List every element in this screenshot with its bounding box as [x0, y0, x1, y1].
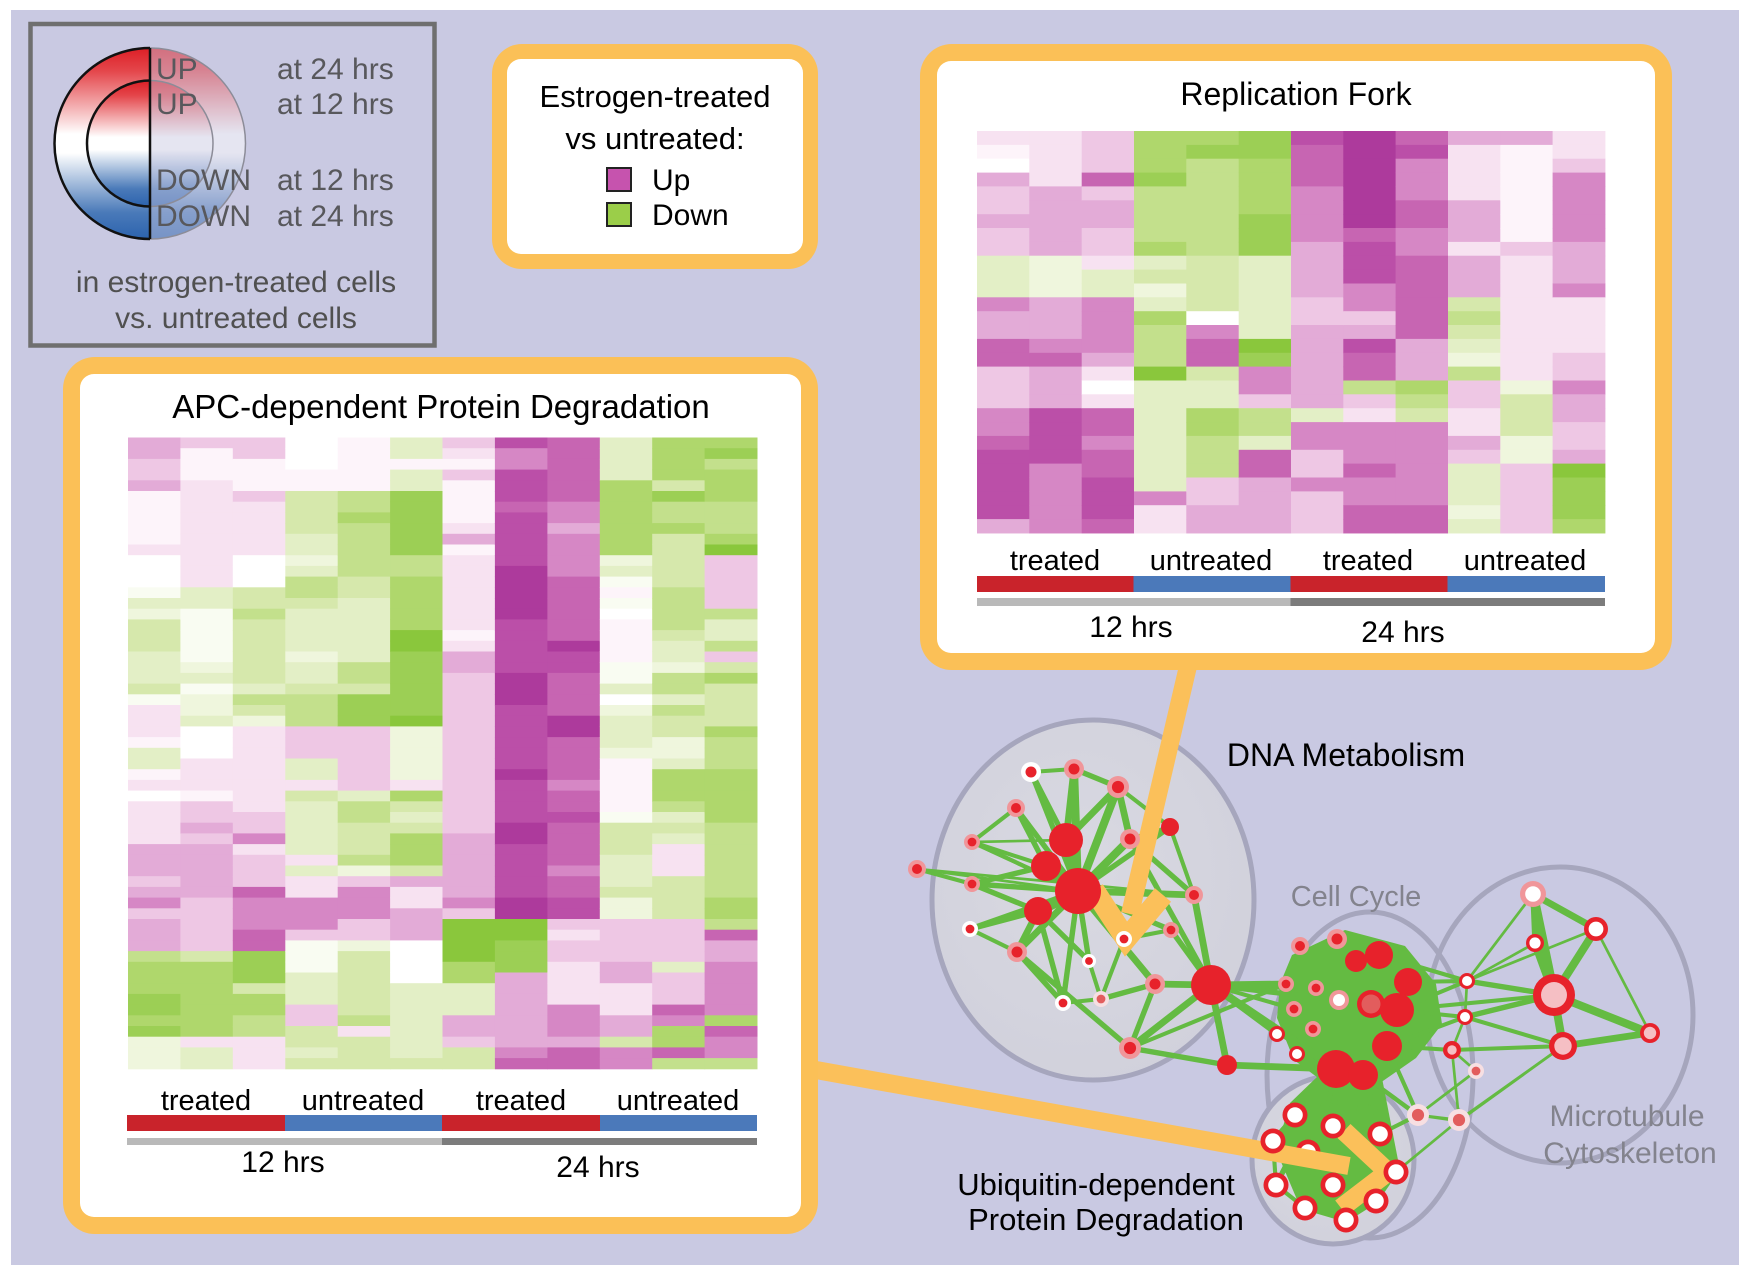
svg-text:untreated: untreated — [1150, 545, 1273, 577]
svg-text:treated: treated — [1323, 545, 1413, 577]
svg-text:Ubiquitin-dependent: Ubiquitin-dependent — [957, 1167, 1235, 1202]
svg-text:at 24 hrs: at 24 hrs — [277, 200, 394, 233]
svg-text:at 12 hrs: at 12 hrs — [277, 88, 394, 121]
svg-text:treated: treated — [476, 1085, 566, 1117]
svg-text:Replication Fork: Replication Fork — [1180, 76, 1412, 112]
svg-text:Cytoskeleton: Cytoskeleton — [1543, 1137, 1716, 1170]
svg-text:24 hrs: 24 hrs — [556, 1151, 639, 1184]
svg-text:DOWN: DOWN — [156, 164, 251, 197]
svg-text:in estrogen-treated cells: in estrogen-treated cells — [76, 266, 396, 299]
svg-text:vs untreated:: vs untreated: — [565, 121, 744, 156]
svg-text:Protein Degradation: Protein Degradation — [968, 1202, 1244, 1237]
svg-text:untreated: untreated — [1464, 545, 1587, 577]
svg-text:Up: Up — [652, 164, 690, 197]
svg-text:UP: UP — [156, 53, 198, 86]
svg-text:untreated: untreated — [617, 1085, 740, 1117]
svg-text:untreated: untreated — [302, 1085, 425, 1117]
svg-text:12 hrs: 12 hrs — [1089, 611, 1172, 644]
svg-text:APC-dependent Protein Degradat: APC-dependent Protein Degradation — [172, 388, 710, 425]
svg-text:24 hrs: 24 hrs — [1361, 616, 1444, 649]
svg-text:UP: UP — [156, 88, 198, 121]
svg-text:Cell Cycle: Cell Cycle — [1291, 881, 1422, 913]
svg-text:treated: treated — [161, 1085, 251, 1117]
svg-text:treated: treated — [1010, 545, 1100, 577]
svg-text:vs. untreated cells: vs. untreated cells — [115, 302, 357, 335]
svg-text:DNA Metabolism: DNA Metabolism — [1227, 737, 1465, 773]
svg-text:Down: Down — [652, 199, 729, 232]
svg-text:at 12 hrs: at 12 hrs — [277, 164, 394, 197]
svg-text:Microtubule: Microtubule — [1549, 1100, 1704, 1133]
svg-text:12 hrs: 12 hrs — [241, 1146, 324, 1179]
svg-text:at 24 hrs: at 24 hrs — [277, 53, 394, 86]
svg-text:Estrogen-treated: Estrogen-treated — [540, 79, 771, 114]
svg-text:DOWN: DOWN — [156, 200, 251, 233]
